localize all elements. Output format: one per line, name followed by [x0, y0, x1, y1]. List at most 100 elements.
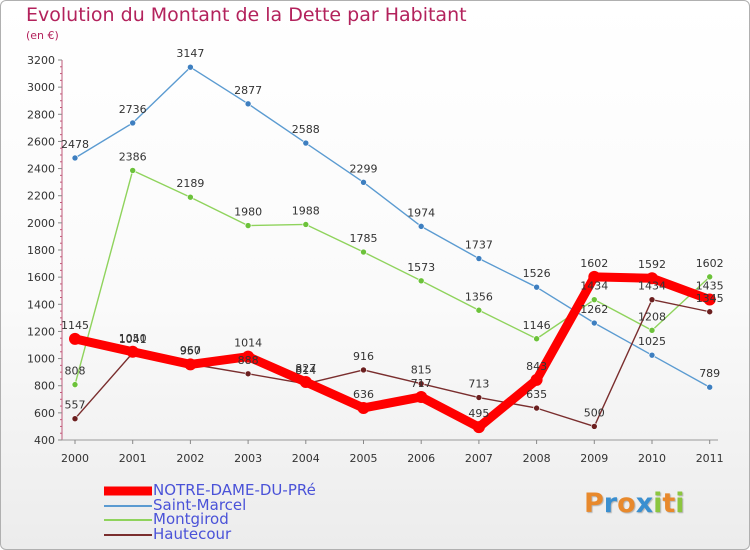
data-label: 2386: [119, 150, 147, 163]
data-label: 717: [411, 377, 432, 390]
legend-label: NOTRE-DAME-DU-PRé: [153, 481, 316, 499]
chart-title: Evolution du Montant de la Dette par Hab…: [26, 4, 467, 26]
data-label: 1737: [465, 239, 493, 252]
y-tick-label: 1200: [27, 325, 55, 338]
data-label: 1050: [119, 332, 147, 345]
y-tick-label: 2800: [27, 108, 55, 121]
data-label: 843: [526, 360, 547, 373]
data-label: 635: [526, 388, 547, 401]
data-label: 1435: [696, 280, 724, 293]
y-tick-label: 600: [34, 407, 55, 420]
legend-label: Saint-Marcel: [153, 495, 247, 514]
data-point: [472, 421, 485, 434]
data-point: [242, 350, 255, 363]
data-point: [706, 383, 714, 391]
data-label: 1356: [465, 290, 493, 303]
data-label: 789: [699, 367, 720, 380]
data-label: 2478: [61, 138, 89, 151]
y-tick-label: 1000: [27, 353, 55, 366]
data-label: 1434: [580, 280, 608, 293]
data-label: 1974: [407, 206, 435, 219]
data-label: 1014: [234, 337, 262, 350]
y-tick-label: 1600: [27, 271, 55, 284]
data-label: 1262: [580, 303, 608, 316]
data-label: 1345: [696, 292, 724, 305]
data-label: 1145: [61, 319, 89, 332]
y-tick-label: 2200: [27, 190, 55, 203]
x-tick-label: 2002: [176, 452, 204, 465]
x-tick-label: 2000: [61, 452, 89, 465]
logo-letter: i: [675, 488, 685, 519]
data-point: [588, 270, 601, 283]
data-label: 3147: [176, 47, 204, 60]
data-point: [357, 401, 370, 414]
data-point: [360, 178, 367, 186]
data-label: 888: [238, 354, 259, 367]
logo-letter: r: [603, 488, 618, 519]
data-point: [475, 306, 483, 314]
data-label: 636: [353, 388, 374, 401]
data-point: [360, 366, 367, 374]
data-point: [475, 394, 483, 401]
data-point: [417, 380, 425, 387]
data-label: 557: [65, 399, 86, 412]
data-label: 1434: [638, 280, 666, 293]
data-label: 1785: [350, 232, 378, 245]
y-tick-label: 400: [34, 434, 55, 447]
data-label: 815: [411, 364, 432, 377]
chart-subtitle: (en €): [26, 29, 59, 42]
data-label: 1980: [234, 206, 262, 219]
data-point: [646, 272, 658, 285]
data-point: [475, 255, 483, 262]
x-tick-label: 2010: [638, 452, 666, 465]
legend-swatch: [104, 519, 152, 522]
series-line-1: [74, 66, 711, 388]
legend-swatch: [104, 533, 152, 536]
data-label: 1146: [523, 319, 551, 332]
y-tick-label: 2600: [27, 135, 55, 148]
data-point: [187, 63, 194, 71]
x-tick-label: 2006: [407, 452, 435, 465]
data-point: [648, 327, 656, 334]
data-point: [126, 345, 139, 358]
data-point: [71, 415, 79, 422]
data-point: [590, 296, 598, 303]
data-label: 713: [468, 378, 489, 391]
data-point: [706, 308, 714, 316]
logo-letter: i: [653, 488, 663, 519]
data-point: [533, 283, 540, 291]
data-point: [706, 273, 714, 281]
legend-label: Hautecour: [153, 524, 232, 543]
y-tick-label: 1400: [27, 298, 55, 311]
data-point: [244, 222, 252, 229]
data-label: 960: [180, 344, 201, 357]
y-tick-label: 3200: [27, 54, 55, 67]
data-label: 916: [353, 350, 374, 363]
x-tick-label: 2011: [696, 452, 724, 465]
legend-swatch: [104, 486, 152, 496]
data-point: [648, 351, 656, 359]
data-label: 814: [295, 364, 316, 377]
data-point: [71, 381, 79, 388]
data-point: [417, 277, 425, 285]
data-point: [184, 358, 197, 371]
x-tick-label: 2008: [523, 452, 551, 465]
y-tick-label: 3000: [27, 81, 55, 94]
data-label: 1208: [638, 310, 666, 323]
data-label: 2299: [350, 162, 378, 175]
proxiti-logo: Proxiti: [584, 488, 685, 519]
data-point: [299, 376, 312, 389]
data-label: 1988: [292, 204, 320, 217]
data-point: [129, 119, 136, 127]
data-label: 2877: [234, 84, 262, 97]
x-tick-label: 2003: [234, 452, 262, 465]
data-point: [129, 167, 136, 174]
data-point: [590, 319, 598, 327]
data-point: [648, 296, 656, 303]
logo-letter: P: [584, 488, 604, 519]
data-point: [244, 100, 252, 108]
x-tick-label: 2005: [350, 452, 378, 465]
data-point: [533, 335, 540, 343]
data-label: 2736: [119, 103, 147, 116]
data-label: 2588: [292, 123, 320, 136]
